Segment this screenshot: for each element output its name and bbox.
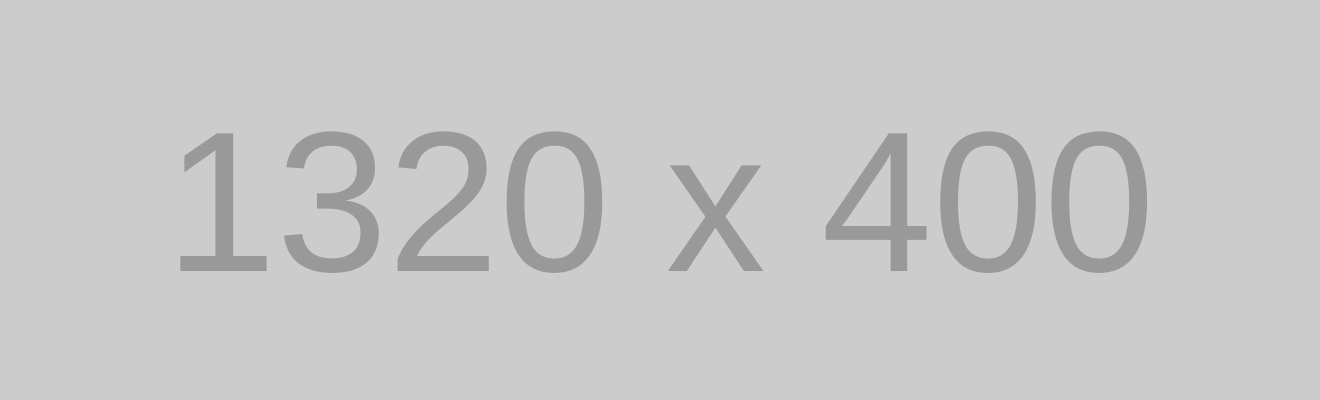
placeholder-dimensions-text: 1320 x 400	[165, 91, 1155, 314]
